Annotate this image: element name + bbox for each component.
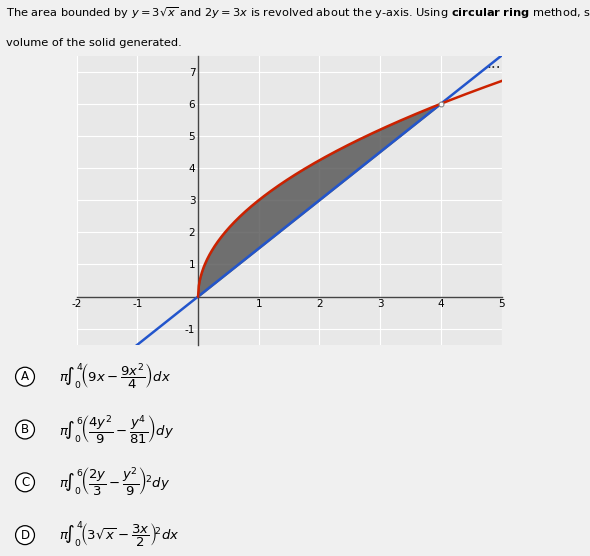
Text: $\pi\!\int_{0}^{6}\!\left(\dfrac{2y}{3}-\dfrac{y^2}{9}\right)^{\!2}dy$: $\pi\!\int_{0}^{6}\!\left(\dfrac{2y}{3}-… (59, 466, 171, 498)
Text: D: D (21, 529, 30, 542)
Text: ...: ... (487, 56, 502, 71)
Text: C: C (21, 476, 29, 489)
Text: $\pi\!\int_{0}^{4}\!\left(9x-\dfrac{9x^2}{4}\right)dx$: $\pi\!\int_{0}^{4}\!\left(9x-\dfrac{9x^2… (59, 361, 171, 392)
Text: A: A (21, 370, 29, 383)
Text: $\pi\!\int_{0}^{6}\!\left(\dfrac{4y^2}{9}-\dfrac{y^4}{81}\right)dy$: $\pi\!\int_{0}^{6}\!\left(\dfrac{4y^2}{9… (59, 414, 175, 445)
Text: The area bounded by $y=3\sqrt{x}$ and $2y=3x$ is revolved about the y-axis. Usin: The area bounded by $y=3\sqrt{x}$ and $2… (6, 6, 590, 21)
Text: $\pi\!\int_{0}^{4}\!\left(3\sqrt{x}-\dfrac{3x}{2}\right)^{\!2}dx$: $\pi\!\int_{0}^{4}\!\left(3\sqrt{x}-\dfr… (59, 520, 179, 550)
Text: B: B (21, 423, 29, 436)
Text: volume of the solid generated.: volume of the solid generated. (6, 38, 182, 48)
